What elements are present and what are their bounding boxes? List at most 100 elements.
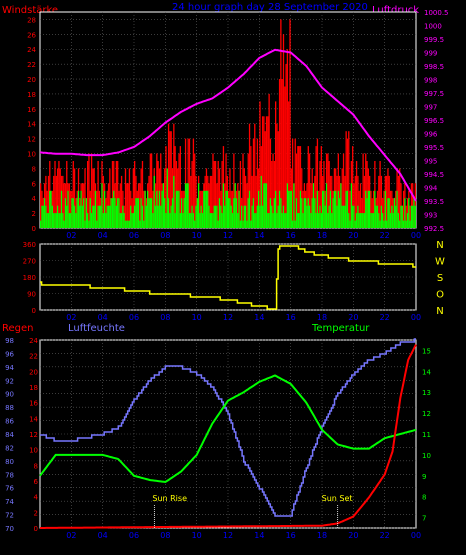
wind-bar xyxy=(362,213,364,228)
gust-bar xyxy=(402,190,405,228)
wind-bar xyxy=(315,213,317,228)
gust-bar xyxy=(271,161,273,228)
chart1-xtick: 20 xyxy=(348,231,358,240)
chart3-rain-tick: 10 xyxy=(29,447,38,455)
wind-bar xyxy=(406,213,409,228)
wind-bar xyxy=(67,190,69,228)
chart1-right-tick: 993 xyxy=(424,212,437,220)
wind-bar xyxy=(166,168,168,228)
wind-bar xyxy=(352,205,354,228)
wind-bar xyxy=(153,175,155,228)
gust-bar xyxy=(297,146,299,228)
gust-bar xyxy=(291,138,294,228)
wind-bar xyxy=(331,213,333,228)
wind-bar xyxy=(109,205,111,228)
chart3-temperature-tick: 11 xyxy=(422,431,431,439)
wind-bar xyxy=(83,198,85,228)
wind-bar xyxy=(132,213,134,228)
gust-bar xyxy=(167,123,170,228)
wind-bar xyxy=(139,220,141,228)
wind-bar xyxy=(258,190,260,228)
wind-bar xyxy=(197,183,200,228)
gust-bar xyxy=(179,146,181,228)
wind-bar xyxy=(389,213,392,228)
wind-bar xyxy=(117,198,119,228)
chart3-humidity-tick: 88 xyxy=(5,404,14,412)
wind-bar xyxy=(75,213,77,228)
chart1-right-tick: 994 xyxy=(424,185,438,193)
wind-bar xyxy=(399,220,401,228)
chart3-xtick: 18 xyxy=(317,531,327,540)
wind-bar xyxy=(383,220,385,228)
wind-bar xyxy=(323,190,325,228)
wind-bar xyxy=(77,190,80,228)
wind-bar xyxy=(375,205,377,228)
wind-bar xyxy=(68,213,71,228)
gust-bar xyxy=(267,116,269,228)
gust-bar xyxy=(102,175,104,228)
gust-bar xyxy=(143,190,145,228)
chart3-temperature-tick: 14 xyxy=(422,368,431,376)
wind-bar xyxy=(201,213,204,228)
wind-bar xyxy=(233,198,235,228)
wind-bar xyxy=(105,213,107,228)
chart3-rain-tick: 24 xyxy=(29,337,38,345)
chart3-xtick: 02 xyxy=(66,531,76,540)
gust-bar xyxy=(306,183,308,228)
wind-bar xyxy=(45,205,47,228)
wind-bar xyxy=(369,190,371,228)
chart3-humidity-tick: 84 xyxy=(5,431,14,439)
wind-bar xyxy=(128,220,131,228)
gust-bar xyxy=(53,175,55,228)
gust-bar xyxy=(265,116,268,228)
gust-bar xyxy=(97,161,99,228)
gust-bar xyxy=(276,123,278,228)
wind-bar xyxy=(280,198,282,228)
wind-bar xyxy=(89,198,91,228)
wind-bar xyxy=(289,190,291,228)
wind-bar xyxy=(224,205,226,228)
wind-bar xyxy=(298,213,300,228)
chart2-left-tick: 180 xyxy=(23,274,36,282)
gust-bar xyxy=(336,175,338,228)
wind-bar xyxy=(194,220,196,228)
gust-bar xyxy=(281,79,283,228)
wind-bar xyxy=(237,213,239,228)
gust-bar xyxy=(385,175,388,228)
wind-bar xyxy=(158,190,161,228)
wind-bar xyxy=(314,198,316,228)
wind-bar xyxy=(212,213,214,228)
wind-bar xyxy=(226,190,228,228)
wind-bar xyxy=(379,220,381,228)
chart2-xtick: 00 xyxy=(411,313,421,322)
wind-bar xyxy=(84,220,86,228)
chart1-right-tick: 994.5 xyxy=(424,171,444,179)
chart1-xtick: 12 xyxy=(223,231,233,240)
wind-bar xyxy=(152,213,154,228)
wind-bar xyxy=(273,198,275,228)
gust-bar xyxy=(337,153,339,228)
gust-bar xyxy=(192,138,195,228)
gust-bar xyxy=(259,101,261,228)
gust-bar xyxy=(169,131,171,228)
gust-bar xyxy=(126,183,128,228)
chart1-left-tick: 8 xyxy=(32,165,36,173)
chart3-temperature-tick: 8 xyxy=(422,494,426,502)
gust-bar xyxy=(92,168,94,228)
gust-bar xyxy=(264,131,266,228)
gust-bar xyxy=(107,183,110,228)
wind-bar xyxy=(320,213,322,228)
wind-bar xyxy=(186,183,188,228)
wind-bar xyxy=(188,213,191,228)
wind-bar xyxy=(97,205,99,228)
chart3-humidity-tick: 92 xyxy=(5,377,14,385)
chart3-xtick: 08 xyxy=(160,531,170,540)
gust-bar xyxy=(56,168,59,228)
chart3-rain-tick: 8 xyxy=(34,462,38,470)
wind-bar xyxy=(312,183,315,228)
wind-bar xyxy=(325,183,328,228)
gust-bar xyxy=(173,123,175,228)
wind-bar xyxy=(63,220,65,228)
gust-bar xyxy=(397,175,400,228)
wind-bar xyxy=(40,220,42,228)
